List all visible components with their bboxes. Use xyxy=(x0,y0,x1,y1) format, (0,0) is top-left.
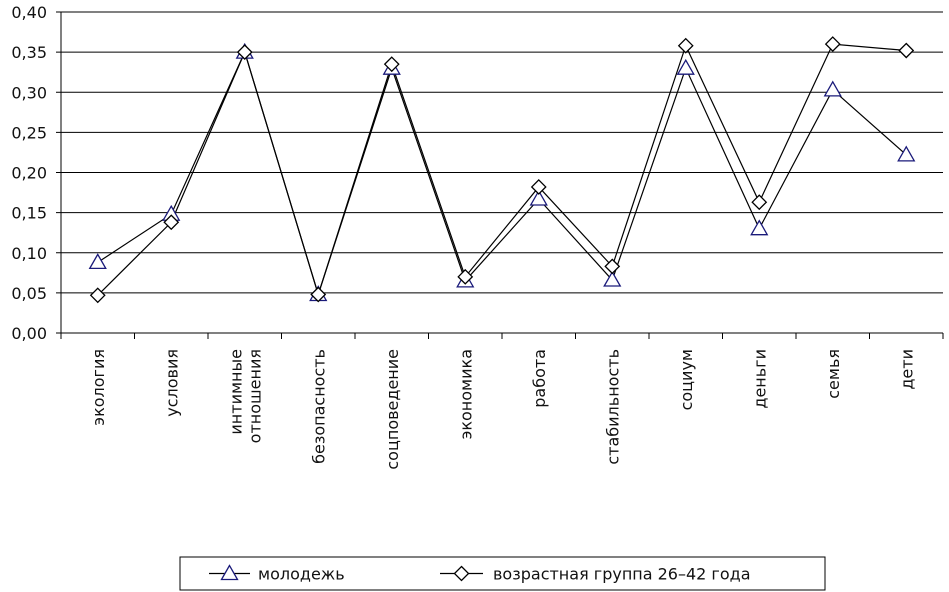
y-tick-label: 0,00 xyxy=(11,324,47,343)
triangle-point xyxy=(823,80,842,97)
x-axis-labels: экология условия интимные отношения безопасн… xyxy=(89,349,917,470)
series-line xyxy=(97,50,907,297)
series-markers-2 xyxy=(89,36,915,304)
diamond-point xyxy=(898,42,915,59)
x-category-label: работа xyxy=(530,349,549,408)
diamond-point xyxy=(677,37,694,54)
x-category-label: условия xyxy=(162,349,181,417)
x-category-label: дети xyxy=(897,349,916,390)
diamond-point xyxy=(310,286,327,303)
series-line xyxy=(97,43,907,297)
x-category-label: экология xyxy=(89,349,108,426)
series-1 xyxy=(97,50,907,297)
x-category-label: отношения xyxy=(245,349,264,443)
x-category-label: экономика xyxy=(456,349,475,439)
legend-box xyxy=(179,556,826,591)
x-category-label: деньги xyxy=(750,349,769,409)
gridlines xyxy=(61,11,943,294)
legend-diamond-icon xyxy=(453,565,470,582)
triangle-point xyxy=(603,270,622,287)
diamond-point xyxy=(824,36,841,53)
diamond-point xyxy=(163,214,180,231)
axes xyxy=(60,12,944,339)
legend-label: молодежь xyxy=(258,565,345,584)
x-category-label: семья xyxy=(824,349,843,399)
y-tick-label: 0,05 xyxy=(11,284,47,303)
y-tick-label: 0,35 xyxy=(11,43,47,62)
x-category-label: интимные xyxy=(226,349,245,435)
diamond-point xyxy=(604,258,621,275)
diamond-point xyxy=(751,194,768,211)
diamond-point xyxy=(89,287,106,304)
legend-label: возрастная группа 26–42 года xyxy=(493,565,751,584)
triangle-point xyxy=(529,189,548,206)
x-category-label: соцповедение xyxy=(383,349,402,470)
y-tick-label: 0,15 xyxy=(11,204,47,223)
y-tick-label: 0,20 xyxy=(11,164,47,183)
series-2 xyxy=(97,43,907,297)
y-tick-label: 0,10 xyxy=(11,244,47,263)
triangle-point xyxy=(88,253,107,270)
series-layer xyxy=(88,36,916,304)
diamond-point xyxy=(530,179,547,195)
y-tick-label: 0,40 xyxy=(11,3,47,22)
legend: молодежь возрастная группа 26–42 года xyxy=(179,556,826,591)
x-category-label: социум xyxy=(677,349,696,410)
diamond-point xyxy=(457,268,474,285)
y-tick-label: 0,30 xyxy=(11,83,47,102)
triangle-point xyxy=(897,145,916,162)
x-category-label: стабильность xyxy=(603,349,622,465)
legend-triangle-icon xyxy=(220,564,239,581)
x-category-label: безопасность xyxy=(309,349,328,464)
triangle-point xyxy=(676,58,695,75)
diamond-point xyxy=(236,44,253,61)
diamond-point xyxy=(383,56,400,73)
y-tick-label: 0,25 xyxy=(11,123,47,142)
triangle-point xyxy=(750,219,769,236)
y-axis-ticks: 0,00 0,05 0,10 0,15 0,20 0,25 0,30 0,35 0,40 xyxy=(11,3,61,343)
